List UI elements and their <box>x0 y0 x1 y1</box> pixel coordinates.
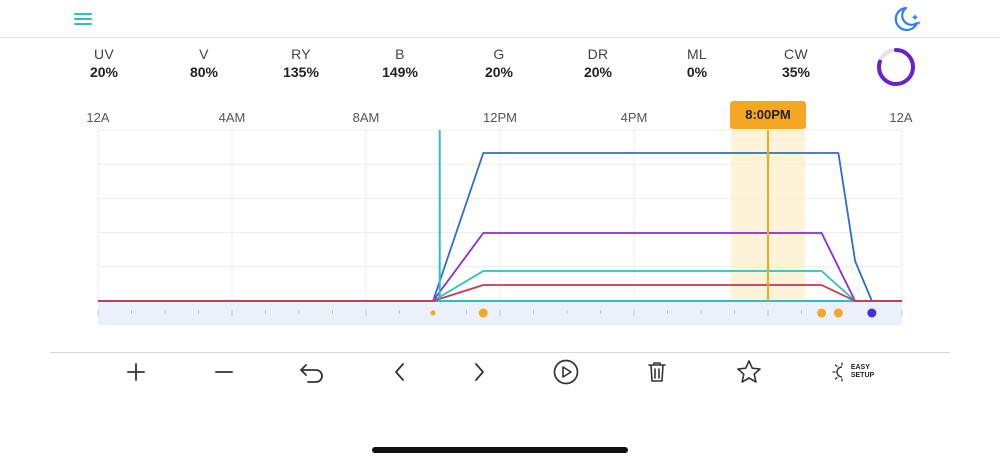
favorite-button[interactable] <box>729 356 769 388</box>
channel-v[interactable]: V 80% <box>169 46 239 80</box>
channel-g[interactable]: G 20% <box>464 46 534 80</box>
channel-name: RY <box>291 46 311 62</box>
channel-b[interactable]: B 149% <box>365 46 435 80</box>
sun-half-icon <box>832 362 843 382</box>
toolbar-divider <box>50 352 950 353</box>
track-points <box>430 308 877 318</box>
channel-value: 135% <box>283 64 319 80</box>
chevron-left-icon <box>395 363 404 381</box>
channel-uv[interactable]: UV 20% <box>69 46 139 80</box>
light-schedule-chart[interactable] <box>0 0 1000 340</box>
next-button[interactable] <box>459 356 499 388</box>
easy-setup-label-line2: SETUP <box>850 372 875 379</box>
channel-name: ML <box>686 46 708 62</box>
previous-button[interactable] <box>380 356 420 388</box>
channel-readouts: UV 20% V 80% RY 135% B 149% G 20% DR 20%… <box>0 46 1000 91</box>
status-ring-icon <box>874 45 918 89</box>
time-tick-label: 4AM <box>218 110 246 125</box>
channel-ml[interactable]: ML 0% <box>662 46 732 80</box>
time-tick-label: 12A <box>86 110 110 125</box>
chevron-right-icon <box>475 363 484 381</box>
schedule-point[interactable] <box>430 310 436 316</box>
channel-value: 20% <box>89 64 119 80</box>
minus-icon <box>215 371 233 373</box>
series-layer <box>98 152 902 302</box>
time-tick-label: 12A <box>889 110 913 125</box>
channel-name: G <box>493 46 505 62</box>
channel-value: 35% <box>781 64 811 80</box>
delete-button[interactable] <box>637 356 677 388</box>
channel-value: 20% <box>484 64 514 80</box>
star-icon <box>737 360 761 383</box>
schedule-point[interactable] <box>833 308 843 318</box>
channel-value: 0% <box>686 64 708 80</box>
play-circle-icon <box>553 359 579 385</box>
channel-name: V <box>199 46 209 62</box>
channel-name: UV <box>93 46 115 62</box>
channel-dr[interactable]: DR 20% <box>563 46 633 80</box>
channel-value: 149% <box>382 64 418 80</box>
home-indicator <box>372 447 628 453</box>
time-tick-label: 12PM <box>483 110 517 125</box>
channel-ry[interactable]: RY 135% <box>266 46 336 80</box>
easy-setup-label-line1: EASY <box>850 364 870 371</box>
channel-name: CW <box>784 46 808 62</box>
series-line-3 <box>98 284 902 302</box>
channel-name: B <box>395 46 405 62</box>
add-button[interactable] <box>116 356 156 388</box>
play-button[interactable] <box>546 356 586 388</box>
channel-value: 80% <box>189 64 219 80</box>
easy-setup-button[interactable]: EASY SETUP <box>825 356 881 388</box>
channel-name: DR <box>587 46 609 62</box>
plus-icon <box>127 363 145 381</box>
undo-button[interactable] <box>292 356 332 388</box>
time-tick-label: 4PM <box>620 110 648 125</box>
trash-icon <box>648 362 666 382</box>
moon-stars-icon[interactable] <box>890 2 924 36</box>
track-ticks <box>97 310 903 316</box>
channel-cw[interactable]: CW 35% <box>761 46 831 80</box>
schedule-point[interactable] <box>817 308 827 318</box>
schedule-point[interactable] <box>867 308 877 318</box>
top-bar <box>0 0 1000 38</box>
undo-icon <box>300 364 323 383</box>
time-tick-label: 8AM <box>352 110 380 125</box>
current-time-badge[interactable]: 8:00PM <box>730 101 806 129</box>
schedule-point[interactable] <box>478 308 488 318</box>
channel-value: 20% <box>583 64 613 80</box>
remove-button[interactable] <box>204 356 244 388</box>
hamburger-menu-icon[interactable] <box>72 10 94 28</box>
